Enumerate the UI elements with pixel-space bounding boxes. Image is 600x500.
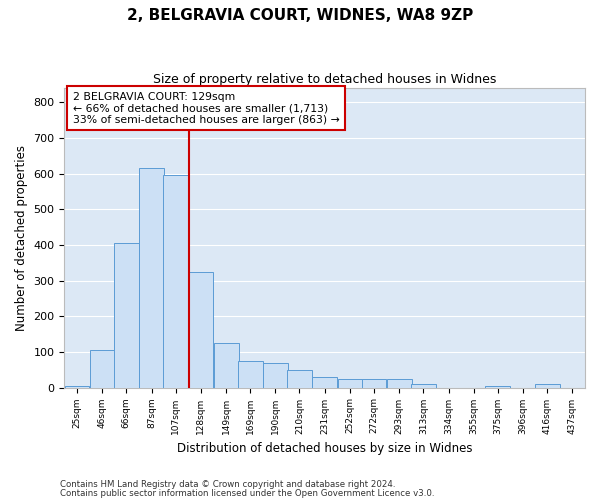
X-axis label: Distribution of detached houses by size in Widnes: Distribution of detached houses by size … (177, 442, 472, 455)
Bar (188, 272, 214, 388)
Bar (338, 378, 362, 388)
Bar (312, 377, 337, 388)
Bar (263, 362, 288, 388)
Text: 2, BELGRAVIA COURT, WIDNES, WA8 9ZP: 2, BELGRAVIA COURT, WIDNES, WA8 9ZP (127, 8, 473, 22)
Bar (287, 370, 312, 388)
Bar (214, 343, 239, 388)
Bar (238, 361, 263, 388)
Bar (65, 386, 89, 388)
Text: Contains public sector information licensed under the Open Government Licence v3: Contains public sector information licen… (60, 490, 434, 498)
Text: Contains HM Land Registry data © Crown copyright and database right 2024.: Contains HM Land Registry data © Crown c… (60, 480, 395, 489)
Title: Size of property relative to detached houses in Widnes: Size of property relative to detached ho… (153, 72, 496, 86)
Bar (411, 384, 436, 388)
Bar (139, 168, 164, 388)
Bar (90, 350, 115, 388)
Y-axis label: Number of detached properties: Number of detached properties (15, 145, 28, 331)
Bar (387, 378, 412, 388)
Bar (163, 176, 188, 388)
Bar (535, 384, 560, 388)
Bar (362, 378, 386, 388)
Text: 2 BELGRAVIA COURT: 129sqm
← 66% of detached houses are smaller (1,713)
33% of se: 2 BELGRAVIA COURT: 129sqm ← 66% of detac… (73, 92, 340, 125)
Bar (485, 386, 510, 388)
Bar (114, 243, 139, 388)
